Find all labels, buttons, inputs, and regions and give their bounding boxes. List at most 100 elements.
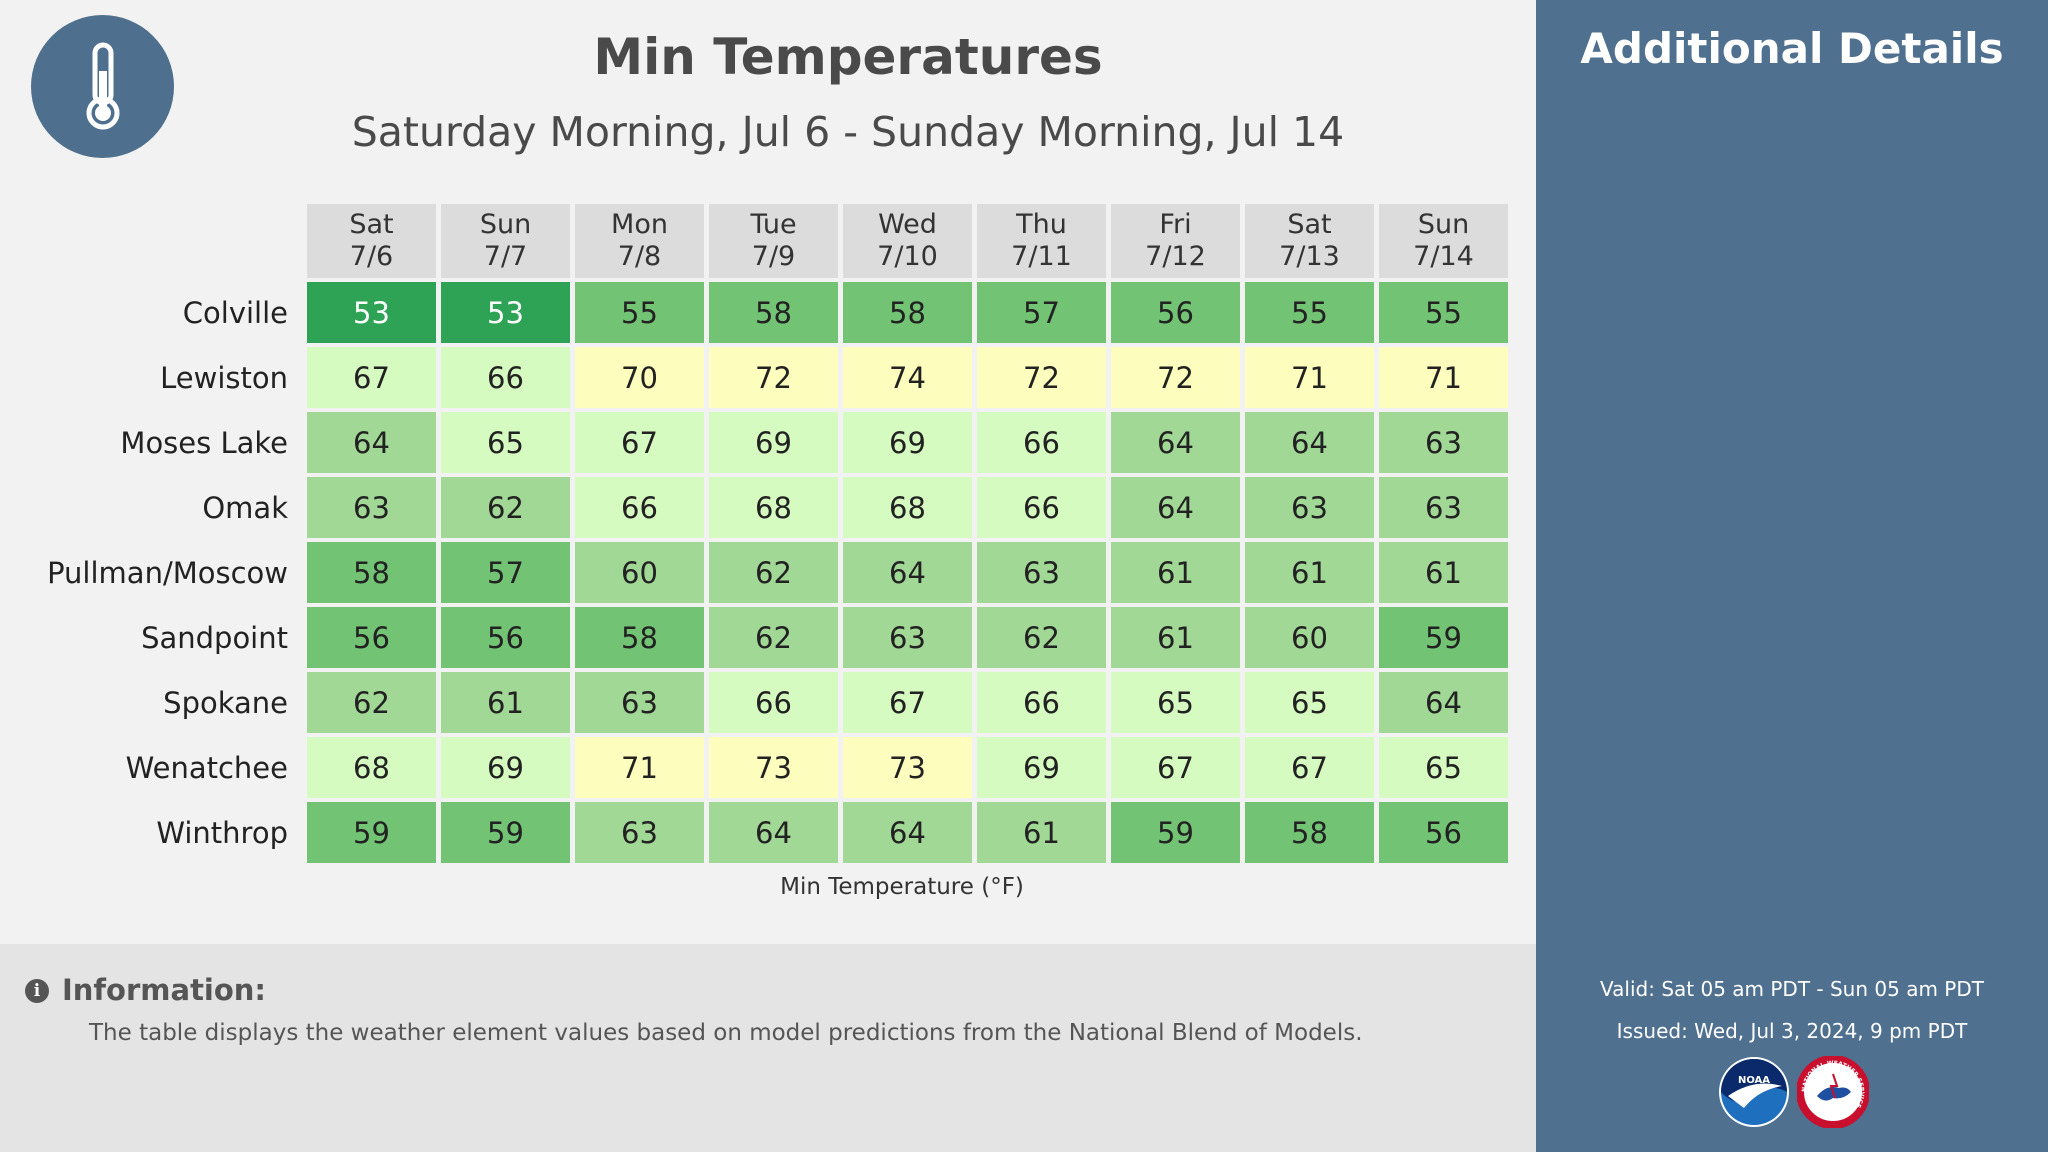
table-cell: 70 [575, 347, 704, 408]
table-cell: 68 [843, 477, 972, 538]
column-header-date: 7/6 [349, 241, 394, 272]
table-cell: 64 [709, 802, 838, 863]
table-cell: 56 [307, 607, 436, 668]
table-cell: 58 [709, 282, 838, 343]
table-cell: 66 [977, 412, 1106, 473]
table-cell: 64 [1379, 672, 1508, 733]
row-label: Sandpoint [141, 620, 288, 655]
table-cell: 65 [441, 412, 570, 473]
column-header: Wed 7/10 [843, 204, 972, 278]
table-cell: 67 [1111, 737, 1240, 798]
table-cell: 73 [843, 737, 972, 798]
table-cell: 62 [307, 672, 436, 733]
table-cell: 61 [1245, 542, 1374, 603]
column-header-day: Sun [479, 209, 532, 240]
column-header-day: Mon [611, 209, 668, 240]
table-cell: 69 [977, 737, 1106, 798]
column-header-day: Wed [878, 209, 937, 240]
table-cell: 69 [441, 737, 570, 798]
table-caption: Min Temperature (°F) [780, 874, 1024, 900]
column-header: Tue 7/9 [709, 204, 838, 278]
info-panel [0, 944, 1536, 1152]
table-cell: 62 [441, 477, 570, 538]
column-header-day: Tue [750, 209, 797, 240]
info-title: Information: [62, 973, 267, 1007]
table-cell: 62 [977, 607, 1106, 668]
table-cell: 56 [1111, 282, 1240, 343]
table-cell: 63 [977, 542, 1106, 603]
column-header-day: Fri [1159, 209, 1192, 240]
table-cell: 60 [575, 542, 704, 603]
table-cell: 59 [307, 802, 436, 863]
table-cell: 69 [709, 412, 838, 473]
row-label: Pullman/Moscow [47, 555, 288, 590]
table-cell: 63 [1379, 412, 1508, 473]
table-cell: 72 [977, 347, 1106, 408]
info-icon: i [25, 979, 49, 1003]
table-cell: 58 [843, 282, 972, 343]
table-corner [0, 204, 302, 278]
table-cell: 66 [441, 347, 570, 408]
table-cell: 59 [441, 802, 570, 863]
nws-logo: NATIONAL WEATHER SERVICE [1797, 1056, 1869, 1128]
table-cell: 67 [843, 672, 972, 733]
column-header: Mon 7/8 [575, 204, 704, 278]
table-cell: 58 [307, 542, 436, 603]
table-cell: 73 [709, 737, 838, 798]
table-cell: 56 [441, 607, 570, 668]
table-cell: 66 [977, 477, 1106, 538]
row-label: Wenatchee [125, 750, 288, 785]
table-cell: 71 [1245, 347, 1374, 408]
table-cell: 58 [575, 607, 704, 668]
table-cell: 66 [575, 477, 704, 538]
row-label: Lewiston [160, 360, 288, 395]
page-title: Min Temperatures [593, 28, 1103, 86]
table-cell: 63 [575, 672, 704, 733]
column-header-day: Sun [1417, 209, 1470, 240]
table-cell: 53 [307, 282, 436, 343]
table-cell: 59 [1111, 802, 1240, 863]
table-cell: 63 [1245, 477, 1374, 538]
table-cell: 67 [575, 412, 704, 473]
row-label: Moses Lake [120, 425, 288, 460]
column-header-date: 7/11 [1011, 241, 1072, 272]
column-header-day: Sat [1287, 209, 1332, 240]
column-header-day: Sat [349, 209, 394, 240]
table-cell: 57 [977, 282, 1106, 343]
row-label: Omak [202, 490, 288, 525]
column-header-date: 7/9 [751, 241, 796, 272]
table-cell: 61 [441, 672, 570, 733]
table-cell: 55 [1245, 282, 1374, 343]
table-cell: 63 [307, 477, 436, 538]
info-text: The table displays the weather element v… [89, 1020, 1363, 1046]
table-cell: 72 [709, 347, 838, 408]
column-header: Fri 7/12 [1111, 204, 1240, 278]
noaa-logo-text: NOAA [1738, 1075, 1770, 1086]
column-header-date: 7/7 [483, 241, 528, 272]
page-subtitle: Saturday Morning, Jul 6 - Sunday Morning… [351, 108, 1345, 156]
side-panel: Additional Details Valid: Sat 05 am PDT … [1536, 0, 2048, 1152]
table-cell: 65 [1111, 672, 1240, 733]
table-cell: 63 [1379, 477, 1508, 538]
column-header-date: 7/13 [1279, 241, 1340, 272]
table-cell: 67 [307, 347, 436, 408]
column-header-date: 7/12 [1145, 241, 1206, 272]
column-header: Sun 7/14 [1379, 204, 1508, 278]
table-cell: 62 [709, 542, 838, 603]
valid-time: Valid: Sat 05 am PDT - Sun 05 am PDT [1600, 977, 1984, 1001]
table-cell: 71 [575, 737, 704, 798]
thermometer-icon [86, 42, 120, 130]
table-cell: 67 [1245, 737, 1374, 798]
column-header: Thu 7/11 [977, 204, 1106, 278]
table-cell: 68 [709, 477, 838, 538]
table-cell: 57 [441, 542, 570, 603]
column-header-date: 7/14 [1413, 241, 1474, 272]
table-cell: 66 [709, 672, 838, 733]
column-header: Sun 7/7 [441, 204, 570, 278]
column-header-date: 7/8 [617, 241, 662, 272]
table-cell: 55 [1379, 282, 1508, 343]
table-cell: 61 [1111, 542, 1240, 603]
column-header-date: 7/10 [877, 241, 938, 272]
table-cell: 74 [843, 347, 972, 408]
table-cell: 61 [1379, 542, 1508, 603]
